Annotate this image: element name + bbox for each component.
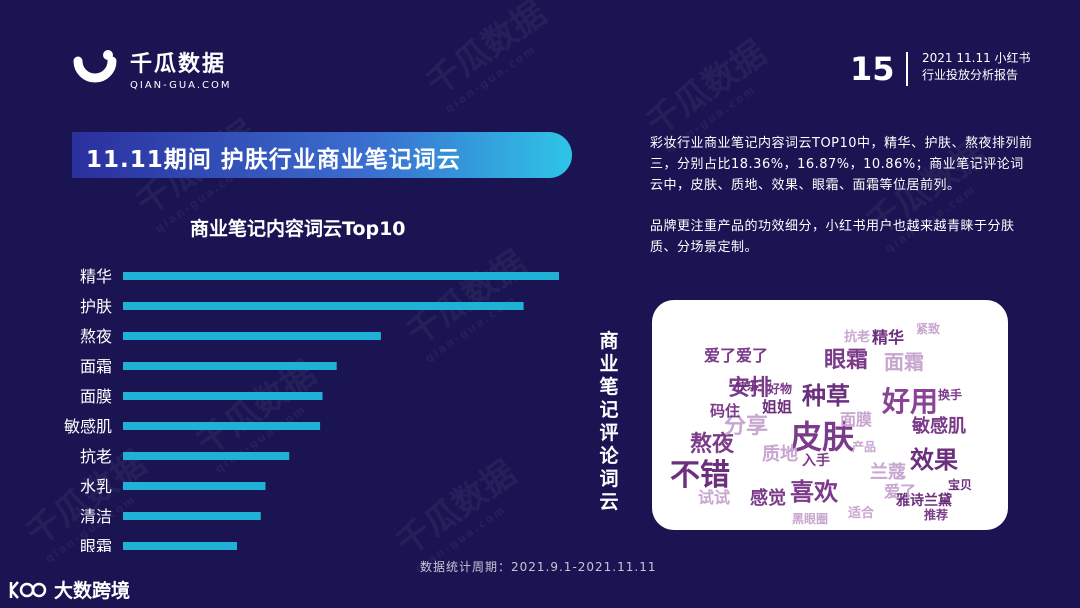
wordcloud-word: 面霜 [884, 350, 924, 374]
bar [123, 332, 381, 340]
wordcloud-word: 爱了 [884, 482, 917, 501]
description: 彩妆行业商业笔记内容词云TOP10中，精华、护肤、熬夜排列前三，分别占比18.3… [650, 133, 1035, 278]
report-title-line1: 2021 11.11 小红书 [922, 51, 1031, 65]
brand-watermark: 大数跨境 [8, 576, 130, 603]
wordcloud-word: 快乐 [736, 380, 758, 393]
wordcloud-word: 好用 [882, 385, 939, 418]
wordcloud-word: 紧致 [916, 322, 941, 336]
page-number: 15 [850, 50, 895, 88]
wordcloud-word: 好物 [768, 382, 793, 396]
bar-label: 眼霜 [80, 537, 112, 552]
bar-label: 面霜 [80, 357, 112, 376]
qiangua-logo-icon [72, 49, 118, 89]
wordcloud-word: 熬夜 [690, 432, 735, 457]
wordcloud-word: 兰蔻 [870, 462, 906, 483]
brand-name: 大数跨境 [54, 580, 131, 602]
header-divider [906, 52, 908, 86]
bar [123, 302, 524, 310]
wordcloud-word: 黑眼圈 [792, 512, 829, 526]
wordcloud-title: 商业笔记评论词云 [599, 330, 619, 513]
qiangua-logo: 千瓜数据 QIAN-GUA.COM [72, 46, 232, 91]
wordcloud-word: 眼霜 [824, 348, 869, 373]
bar [123, 392, 323, 400]
wordcloud-word: 推荐 [924, 508, 949, 522]
data-period: 数据统计周期：2021.9.1-2021.11.11 [420, 560, 657, 574]
logo-domain: QIAN-GUA.COM [130, 80, 232, 91]
bar [123, 542, 237, 550]
bar-label: 精华 [80, 267, 112, 286]
bar-label: 清洁 [80, 507, 112, 526]
brand-logo-icon [9, 580, 47, 599]
wordcloud-word: 适合 [848, 506, 875, 521]
wordcloud-word: 分享 [724, 414, 769, 439]
wordcloud-word: 宝贝 [948, 478, 973, 492]
wordcloud-word: 入手 [802, 453, 830, 469]
wordcloud-word: 敏感肌 [912, 416, 966, 437]
wordcloud-word: 质地 [762, 444, 798, 465]
wordcloud-word: 雅诗兰黛 [896, 493, 952, 509]
wordcloud-word: 产品 [852, 440, 877, 454]
report-title-line2: 行业投放分析报告 [922, 68, 1019, 82]
wordcloud-word: 不错 [670, 458, 730, 493]
description-para2: 品牌更注重产品的功效细分，小红书用户也越来越青睐于分肤质、分场景定制。 [650, 219, 1015, 255]
section-title: 11.11期间 护肤行业商业笔记词云 [86, 147, 461, 173]
bar-label: 抗老 [80, 447, 112, 466]
section-banner: 11.11期间 护肤行业商业笔记词云 [72, 132, 572, 178]
bar [123, 272, 559, 280]
bar [123, 512, 261, 520]
wordcloud-word: 换手 [938, 388, 963, 402]
wordcloud-word: 喜欢 [790, 478, 838, 506]
description-para1: 彩妆行业商业笔记内容词云TOP10中，精华、护肤、熬夜排列前三，分别占比18.3… [650, 136, 1033, 193]
logo-name: 千瓜数据 [130, 52, 227, 77]
wordcloud-word: 感觉 [750, 488, 786, 509]
wordcloud-word: 效果 [910, 446, 958, 474]
bar [123, 362, 337, 370]
wordcloud-word: 码住 [710, 402, 741, 420]
bar [123, 452, 290, 460]
wordcloud-word: 面膜 [840, 410, 873, 429]
wordcloud-word: 皮肤 [790, 418, 855, 456]
bar-label: 护肤 [80, 297, 112, 316]
wordcloud-word: 精华 [872, 328, 905, 347]
bar [123, 422, 321, 430]
wordcloud-word: 抗老 [844, 330, 871, 345]
bar-label: 面膜 [80, 387, 112, 406]
wordcloud-word: 姐姐 [762, 398, 793, 416]
report-title: 2021 11.11 小红书 行业投放分析报告 [922, 50, 1031, 84]
wordcloud-panel: 皮肤不错喜欢 好用 种草 眼霜效果 安排 面霜敏感肌 精华熬夜 分享质地感觉 面膜 爱了爱了姐姐 码… [652, 300, 1008, 530]
chart-title: 商业笔记内容词云Top10 [190, 218, 406, 240]
bar-label: 敏感肌 [64, 417, 112, 436]
wordcloud-word: 安排 [728, 376, 773, 401]
bar-label: 熬夜 [80, 327, 112, 346]
wordcloud-word: 种草 [802, 382, 850, 410]
bar [123, 482, 266, 490]
bar-label: 水乳 [80, 477, 112, 496]
wordcloud-word: 试试 [698, 488, 731, 507]
wordcloud-word: 爱了爱了 [704, 346, 769, 365]
